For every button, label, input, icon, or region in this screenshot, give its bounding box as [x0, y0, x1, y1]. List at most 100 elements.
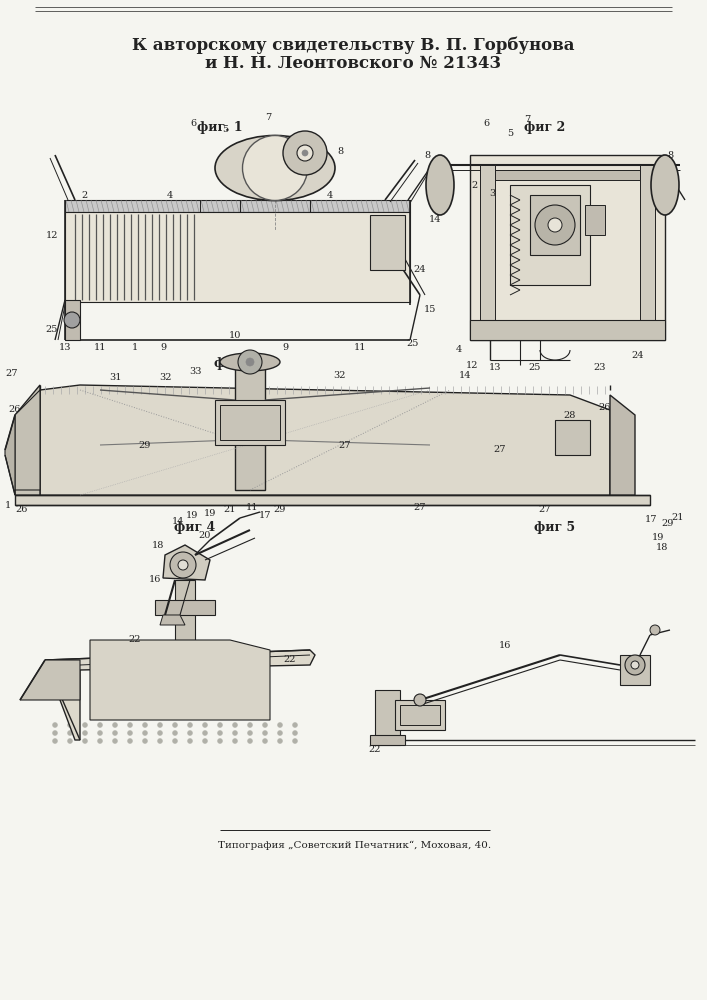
Text: К авторскому свидетельству В. П. Горбунова: К авторскому свидетельству В. П. Горбуно…	[132, 36, 574, 54]
Circle shape	[297, 145, 313, 161]
Circle shape	[278, 738, 283, 744]
Bar	[375, 690, 400, 745]
Bar	[555, 420, 590, 455]
Text: 9: 9	[282, 344, 288, 353]
Polygon shape	[15, 495, 650, 505]
Bar	[370, 735, 405, 745]
Text: 4: 4	[167, 192, 173, 200]
Circle shape	[278, 722, 283, 728]
Bar	[370, 215, 405, 270]
Text: 14: 14	[172, 518, 185, 526]
Text: 27: 27	[493, 446, 506, 454]
Text: 5: 5	[507, 129, 513, 138]
Text: 6: 6	[190, 118, 196, 127]
Circle shape	[83, 738, 88, 744]
Circle shape	[233, 730, 238, 736]
Text: 11: 11	[354, 344, 366, 353]
Ellipse shape	[215, 135, 335, 200]
Text: Типография „Советский Печатник“, Моховая, 40.: Типография „Советский Печатник“, Моховая…	[218, 840, 491, 850]
Circle shape	[178, 560, 188, 570]
Circle shape	[187, 722, 192, 728]
Text: 24: 24	[414, 265, 426, 274]
Circle shape	[52, 722, 57, 728]
Text: 13: 13	[489, 363, 501, 372]
Circle shape	[98, 730, 103, 736]
Circle shape	[112, 722, 117, 728]
Ellipse shape	[426, 155, 454, 215]
Bar	[585, 205, 605, 235]
Circle shape	[650, 625, 660, 635]
Text: 4: 4	[327, 192, 333, 200]
Text: 13: 13	[59, 344, 71, 353]
Bar	[235, 355, 265, 490]
Text: 14: 14	[459, 370, 472, 379]
Text: 3: 3	[489, 188, 495, 198]
Text: 25: 25	[407, 338, 419, 348]
Circle shape	[143, 738, 148, 744]
Bar	[640, 165, 655, 340]
Text: 33: 33	[189, 367, 201, 376]
Circle shape	[262, 722, 267, 728]
Polygon shape	[5, 415, 15, 495]
Bar	[480, 165, 495, 340]
Circle shape	[262, 730, 267, 736]
Text: 16: 16	[148, 576, 161, 584]
Bar	[155, 600, 215, 615]
Text: фиг 3: фиг 3	[214, 357, 255, 369]
Text: 16: 16	[499, 642, 511, 650]
Circle shape	[625, 655, 645, 675]
Circle shape	[293, 738, 298, 744]
Bar	[395, 700, 445, 730]
Bar	[175, 580, 195, 660]
Circle shape	[127, 722, 132, 728]
Text: 32: 32	[334, 370, 346, 379]
Text: 6: 6	[483, 118, 489, 127]
Polygon shape	[45, 650, 315, 740]
Circle shape	[247, 722, 252, 728]
Circle shape	[535, 205, 575, 245]
Text: 18: 18	[152, 540, 164, 550]
Circle shape	[158, 722, 163, 728]
Circle shape	[414, 694, 426, 706]
Polygon shape	[40, 385, 610, 495]
Text: 26: 26	[16, 506, 28, 514]
Circle shape	[127, 730, 132, 736]
Text: 8: 8	[424, 150, 430, 159]
Text: 22: 22	[284, 656, 296, 664]
Circle shape	[98, 738, 103, 744]
Text: 11: 11	[246, 504, 258, 512]
Circle shape	[202, 738, 207, 744]
Text: 21: 21	[672, 514, 684, 522]
Text: 12: 12	[46, 231, 58, 239]
Bar	[470, 320, 665, 340]
Text: 7: 7	[524, 115, 530, 124]
Circle shape	[293, 722, 298, 728]
Polygon shape	[90, 640, 270, 720]
Circle shape	[83, 730, 88, 736]
Circle shape	[233, 738, 238, 744]
Text: 8: 8	[337, 147, 343, 156]
Text: 17: 17	[645, 516, 658, 524]
Circle shape	[202, 722, 207, 728]
Text: 11: 11	[94, 344, 106, 353]
Circle shape	[64, 312, 80, 328]
Circle shape	[158, 730, 163, 736]
Text: 27: 27	[414, 504, 426, 512]
Text: 19: 19	[186, 512, 198, 520]
Circle shape	[187, 738, 192, 744]
Text: 27: 27	[6, 368, 18, 377]
Text: 7: 7	[265, 113, 271, 122]
Circle shape	[173, 730, 177, 736]
Circle shape	[83, 722, 88, 728]
Circle shape	[293, 730, 298, 736]
Bar	[220, 405, 280, 440]
Text: 1: 1	[5, 500, 11, 510]
Circle shape	[278, 730, 283, 736]
Circle shape	[218, 730, 223, 736]
Bar	[510, 185, 590, 285]
Circle shape	[127, 738, 132, 744]
Text: 29: 29	[662, 520, 674, 528]
Circle shape	[67, 730, 73, 736]
Text: 15: 15	[423, 306, 436, 314]
Text: 21: 21	[223, 506, 236, 514]
